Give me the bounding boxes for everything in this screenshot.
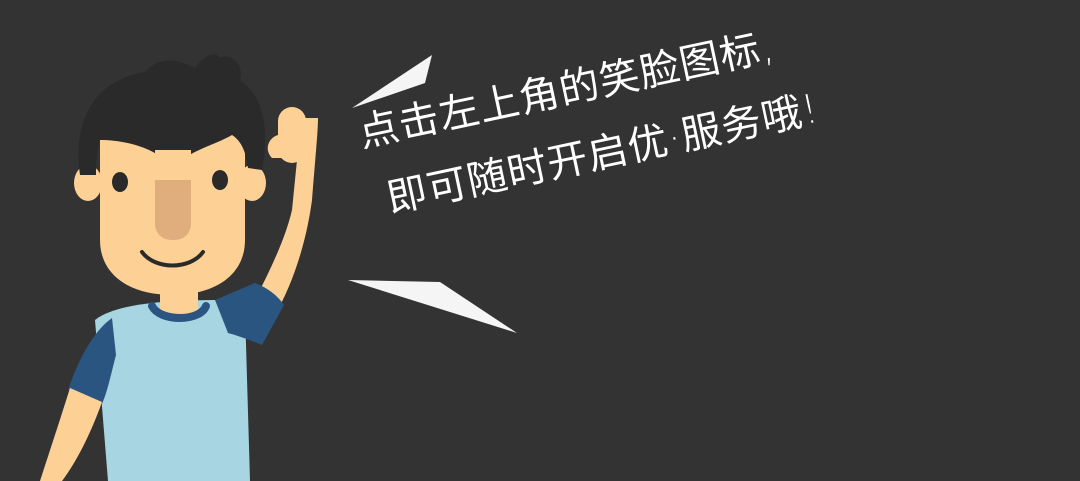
hair [78,54,266,175]
waving-man-illustration [40,54,318,481]
left-eye [112,172,128,192]
raised-arm [255,118,318,315]
speech-mark-bottom [348,280,517,333]
right-sleeve [215,283,284,345]
speech-burst-lines [348,55,517,333]
raised-hand [278,107,306,163]
right-eye [212,170,228,190]
smile [140,250,205,268]
collar [148,302,210,322]
torso-shirt [95,300,250,481]
left-forearm [40,388,102,481]
raised-thumb [267,135,286,158]
left-sleeve [68,318,116,404]
speech-mark-top [352,55,432,108]
